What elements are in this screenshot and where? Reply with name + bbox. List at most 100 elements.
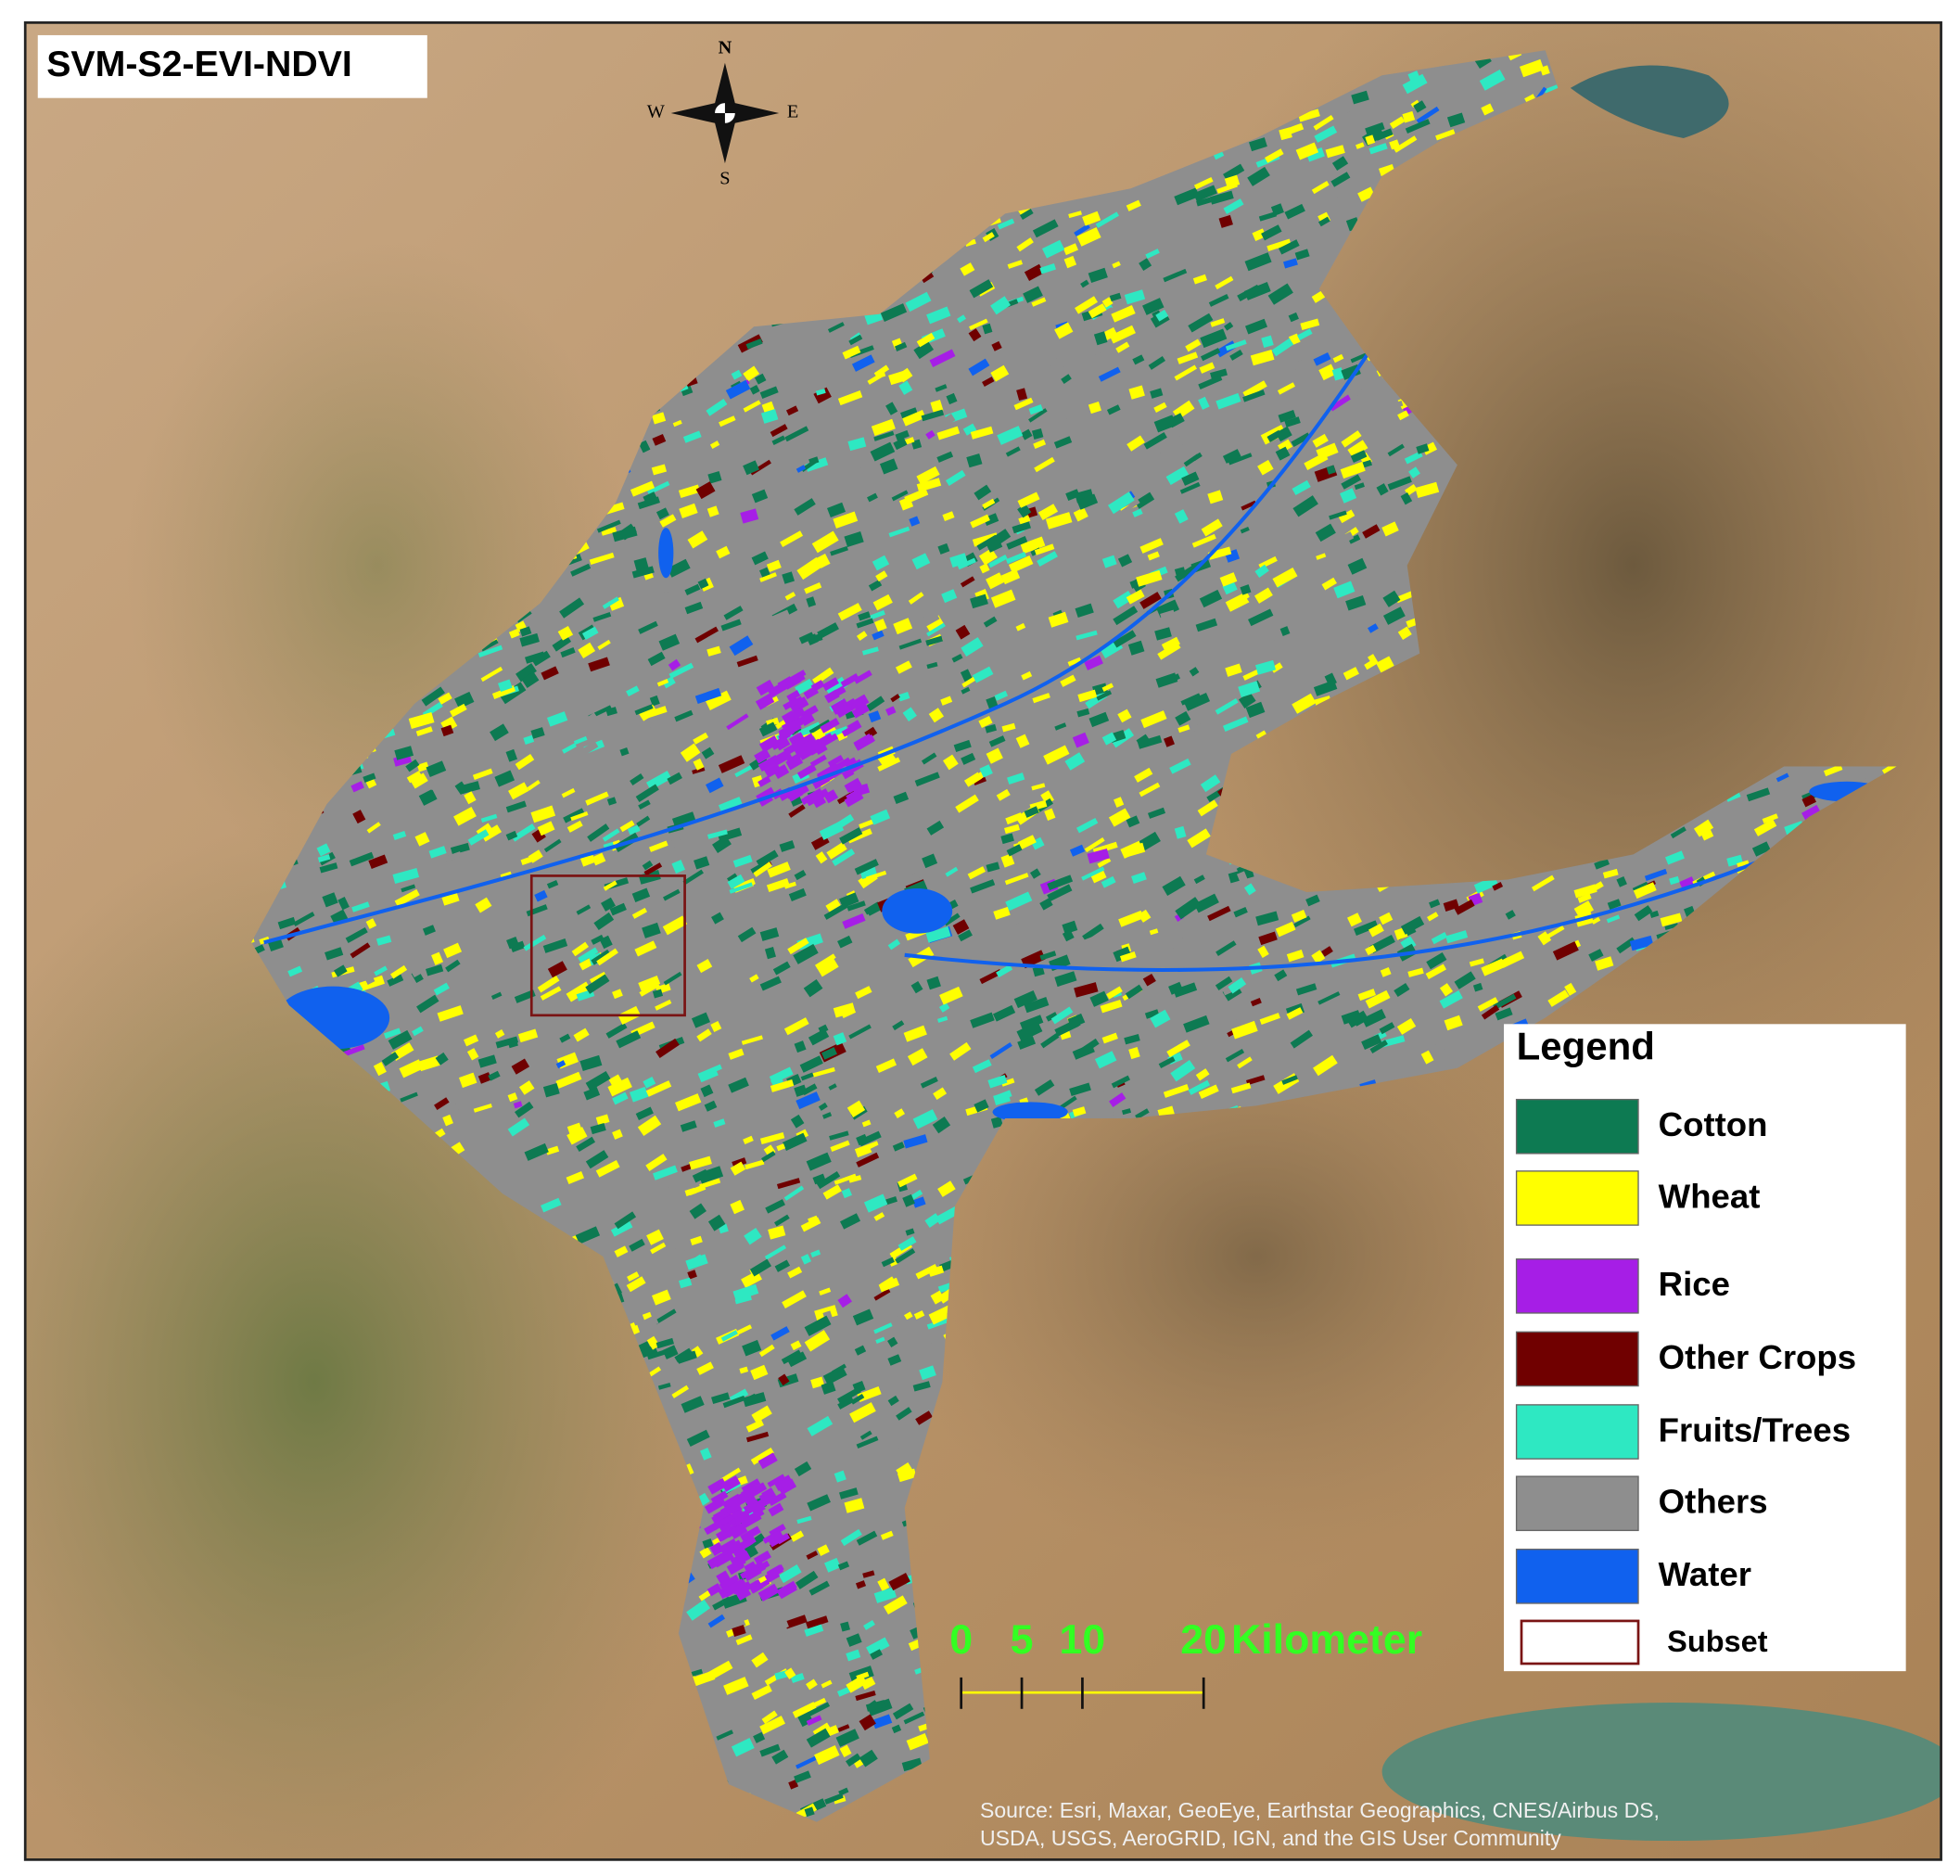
field — [732, 854, 753, 868]
field — [637, 496, 660, 510]
field — [782, 1132, 808, 1151]
field — [1024, 806, 1039, 818]
field — [787, 938, 809, 955]
field — [873, 1587, 897, 1603]
field — [863, 901, 881, 915]
field — [868, 710, 882, 723]
field — [1185, 627, 1202, 644]
field — [795, 1755, 820, 1769]
field — [780, 530, 804, 547]
field — [1005, 891, 1033, 912]
field — [1233, 906, 1248, 918]
field — [849, 1402, 876, 1423]
field — [912, 1196, 926, 1208]
field — [645, 771, 672, 791]
field — [1346, 385, 1364, 400]
field — [1365, 121, 1385, 135]
field — [1315, 523, 1336, 542]
field — [1312, 433, 1329, 448]
field — [880, 303, 908, 322]
field — [1292, 479, 1311, 496]
field — [458, 1072, 477, 1089]
field — [735, 1634, 753, 1646]
field — [908, 592, 924, 605]
field — [374, 965, 388, 976]
field — [1189, 667, 1200, 677]
field — [1017, 491, 1040, 508]
field — [1326, 465, 1336, 475]
field — [627, 824, 641, 836]
field — [1163, 735, 1176, 747]
field — [751, 489, 769, 504]
field — [477, 644, 503, 657]
field — [731, 1738, 755, 1757]
field — [1005, 812, 1024, 825]
field — [1242, 380, 1267, 399]
field — [924, 1213, 941, 1228]
field — [1061, 374, 1072, 384]
field — [322, 892, 338, 908]
field — [629, 1086, 649, 1103]
field — [585, 974, 610, 994]
field — [1368, 923, 1384, 938]
field — [1387, 443, 1405, 457]
field — [1286, 1007, 1304, 1020]
field — [986, 861, 1000, 873]
field — [767, 861, 791, 878]
field — [1293, 915, 1311, 928]
field — [652, 989, 664, 999]
field — [540, 986, 562, 1001]
field — [667, 415, 682, 428]
field — [1331, 156, 1349, 172]
field — [742, 1339, 762, 1357]
field — [1284, 416, 1301, 428]
field — [693, 758, 705, 771]
field — [887, 1336, 898, 1347]
field — [751, 551, 769, 566]
field — [800, 1217, 821, 1232]
field — [1629, 935, 1654, 951]
field — [1174, 187, 1200, 206]
field — [870, 609, 885, 620]
field — [1271, 338, 1294, 357]
field — [505, 748, 518, 762]
field — [1288, 312, 1299, 323]
field — [1088, 267, 1108, 284]
field — [1225, 663, 1242, 677]
field — [986, 747, 1003, 764]
field — [936, 451, 954, 463]
field — [547, 961, 567, 978]
field — [520, 856, 533, 866]
field — [293, 912, 315, 926]
field — [729, 882, 753, 894]
field — [805, 457, 829, 472]
field — [702, 1538, 714, 1549]
field — [494, 770, 515, 787]
field — [1481, 958, 1506, 976]
field — [1037, 551, 1058, 568]
field — [1343, 667, 1359, 681]
field — [1445, 930, 1469, 944]
field — [616, 1030, 642, 1049]
field — [880, 1530, 894, 1540]
field — [545, 1145, 560, 1155]
field — [816, 1171, 841, 1190]
field — [1531, 874, 1555, 892]
field — [719, 415, 736, 428]
field — [850, 1394, 865, 1405]
field — [593, 912, 615, 931]
field — [659, 514, 677, 528]
field — [1393, 562, 1407, 577]
field — [870, 441, 896, 462]
field — [1039, 951, 1057, 961]
field — [1060, 674, 1076, 687]
field — [804, 1806, 815, 1818]
field — [511, 1058, 530, 1075]
field — [1379, 1022, 1395, 1035]
field — [870, 809, 891, 825]
field — [383, 1027, 401, 1040]
field — [1472, 982, 1483, 992]
field — [684, 1187, 696, 1197]
field — [1019, 1015, 1044, 1031]
field — [1516, 915, 1540, 936]
